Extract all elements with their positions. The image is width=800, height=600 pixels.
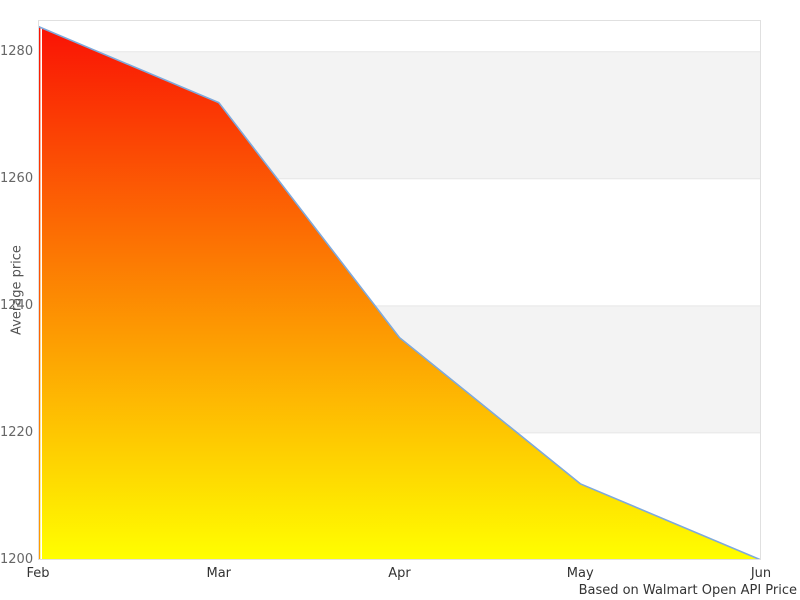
y-tick-label: 1240 [0,297,34,313]
y-tick-label: 1220 [0,424,34,440]
y-tick-label: 1280 [0,43,34,59]
plot-area [38,20,761,560]
series-line [38,25,761,560]
x-tick-label: Mar [206,566,232,581]
y-tick-label: 1200 [0,552,34,567]
x-tick-label: Jun [750,566,772,581]
area-fill [38,26,761,560]
y-axis-title: Average price [9,245,25,335]
x-tick-label: Feb [26,566,50,581]
x-tick-label: May [566,566,594,581]
y-tick-label: 1260 [0,170,34,186]
plot-border [38,20,761,560]
x-tick-label: Apr [388,566,411,581]
chart-caption: Based on Walmart Open API Price [578,583,797,598]
